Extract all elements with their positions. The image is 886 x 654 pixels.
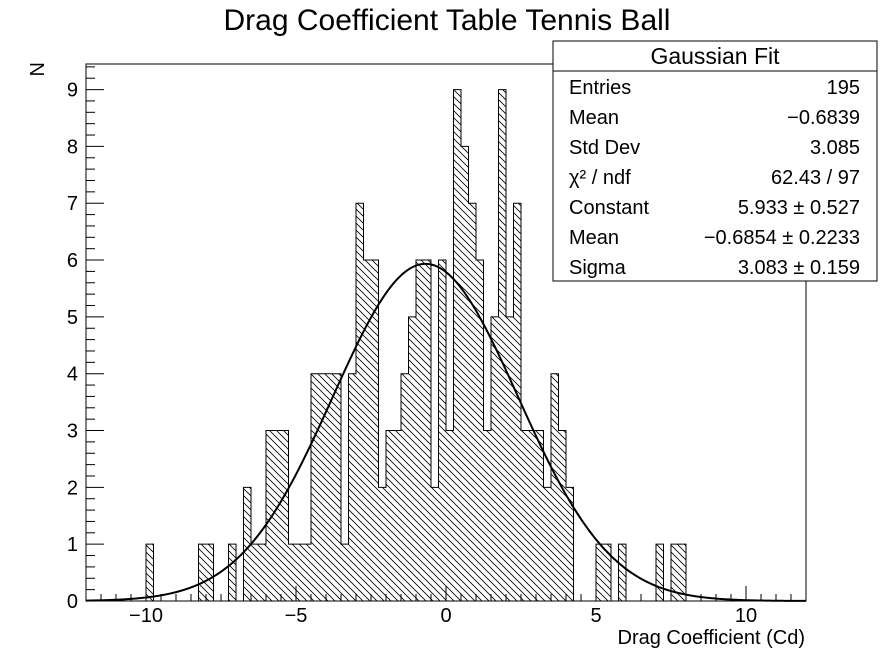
histogram-outline <box>86 89 806 602</box>
stats-row-label: Entries <box>569 77 631 99</box>
histogram-bar <box>558 430 566 601</box>
histogram-bar <box>333 373 341 601</box>
stats-row-label: Mean <box>569 107 619 129</box>
x-tick-label: 10 <box>735 605 757 627</box>
stats-box-frame <box>552 40 878 282</box>
y-tick-label: 1 <box>67 534 78 556</box>
histogram-bar <box>408 316 416 601</box>
x-tick-label: −10 <box>129 605 163 627</box>
y-axis: 0 1 2 3 4 5 6 7 8 9 <box>67 66 104 613</box>
histogram-bar <box>288 544 296 601</box>
histogram-bar <box>453 89 461 602</box>
histogram-bar <box>596 544 604 601</box>
stats-row-value: 62.43 / 97 <box>771 167 860 189</box>
histogram-bar <box>566 487 574 601</box>
y-tick-label: 3 <box>67 421 78 443</box>
stats-row-value: 3.083 ± 0.159 <box>738 257 860 279</box>
histogram-bar <box>446 430 454 601</box>
histogram-bar <box>603 544 611 601</box>
histogram-bar <box>551 373 559 601</box>
histogram-bar <box>483 430 491 601</box>
histogram-bar <box>311 373 319 601</box>
stats-row-value: 5.933 ± 0.527 <box>738 197 860 219</box>
histogram-bar <box>536 430 544 601</box>
histogram-bar <box>251 544 259 601</box>
histogram-bar <box>423 260 431 601</box>
histogram-bar <box>476 260 484 601</box>
histogram-bar <box>378 487 386 601</box>
histogram-bar <box>393 430 401 601</box>
histogram-bar <box>498 89 506 602</box>
histogram-bar <box>678 544 686 601</box>
y-tick-label: 9 <box>67 80 78 102</box>
histogram-bar <box>348 373 356 601</box>
histogram-bar <box>146 544 154 601</box>
histogram-bar <box>528 430 536 601</box>
histogram-bar <box>356 203 364 601</box>
histogram-bar <box>273 430 281 601</box>
stats-row-value: −0.6839 <box>787 107 860 129</box>
x-axis: −10 −5 0 5 10 <box>85 586 807 627</box>
stats-row-label: Mean <box>569 227 619 249</box>
x-tick-label: 0 <box>440 605 451 627</box>
x-tick-label: −5 <box>285 605 308 627</box>
chart-title: Drag Coefficient Table Tennis Ball <box>224 4 671 37</box>
stats-row-value: 195 <box>827 77 860 99</box>
y-tick-label: 6 <box>67 250 78 272</box>
histogram-bar <box>303 544 311 601</box>
histogram-bar <box>438 260 446 601</box>
x-tick-label: 5 <box>590 605 601 627</box>
histogram-bar <box>243 487 251 601</box>
stats-box: Gaussian Fit Entries 195 Mean −0.6839 Std De… <box>552 40 878 282</box>
stats-rows: Entries 195 Mean −0.6839 Std Dev 3.085 χ² / nd… <box>569 77 860 279</box>
histogram-bars <box>86 89 806 602</box>
stats-box-title: Gaussian Fit <box>650 43 780 69</box>
histogram-bar <box>656 544 664 601</box>
histogram-bar <box>228 544 236 601</box>
histogram-bar <box>341 544 349 601</box>
y-tick-label: 0 <box>67 591 78 613</box>
x-axis-label: Drag Coefficient (Cd) <box>618 627 805 649</box>
histogram-bar <box>618 544 626 601</box>
stats-row-value: 3.085 <box>810 137 860 159</box>
stats-row-label: Constant <box>569 197 649 219</box>
histogram-bar <box>513 203 521 601</box>
histogram-bar <box>206 544 214 601</box>
histogram-bar <box>401 373 409 601</box>
histogram-bar <box>416 260 424 601</box>
histogram-bar <box>266 430 274 601</box>
histogram-bar <box>318 373 326 601</box>
y-axis-label: N <box>27 62 49 76</box>
histogram-bar <box>296 544 304 601</box>
y-tick-label: 5 <box>67 307 78 329</box>
histogram-bar <box>491 316 499 601</box>
stats-row-label: χ² / ndf <box>569 167 631 189</box>
histogram-bar <box>468 203 476 601</box>
y-tick-label: 4 <box>67 364 78 386</box>
histogram-bar <box>281 430 289 601</box>
y-tick-label: 8 <box>67 136 78 158</box>
histogram-bar <box>506 316 514 601</box>
histogram-bar <box>198 544 206 601</box>
histogram-bar <box>431 487 439 601</box>
histogram-bar <box>258 544 266 601</box>
y-tick-label: 2 <box>67 477 78 499</box>
histogram-bar <box>363 260 371 601</box>
histogram-bar <box>371 260 379 601</box>
histogram-bar <box>671 544 679 601</box>
stats-row-label: Sigma <box>569 257 627 279</box>
histogram-bar <box>386 430 394 601</box>
histogram-bar <box>461 146 469 601</box>
stats-row-value: −0.6854 ± 0.2233 <box>704 227 860 249</box>
y-tick-label: 7 <box>67 193 78 215</box>
histogram-bar <box>521 430 529 601</box>
histogram-bar <box>543 487 551 601</box>
stats-row-label: Std Dev <box>569 137 640 159</box>
histogram-bar <box>326 373 334 601</box>
